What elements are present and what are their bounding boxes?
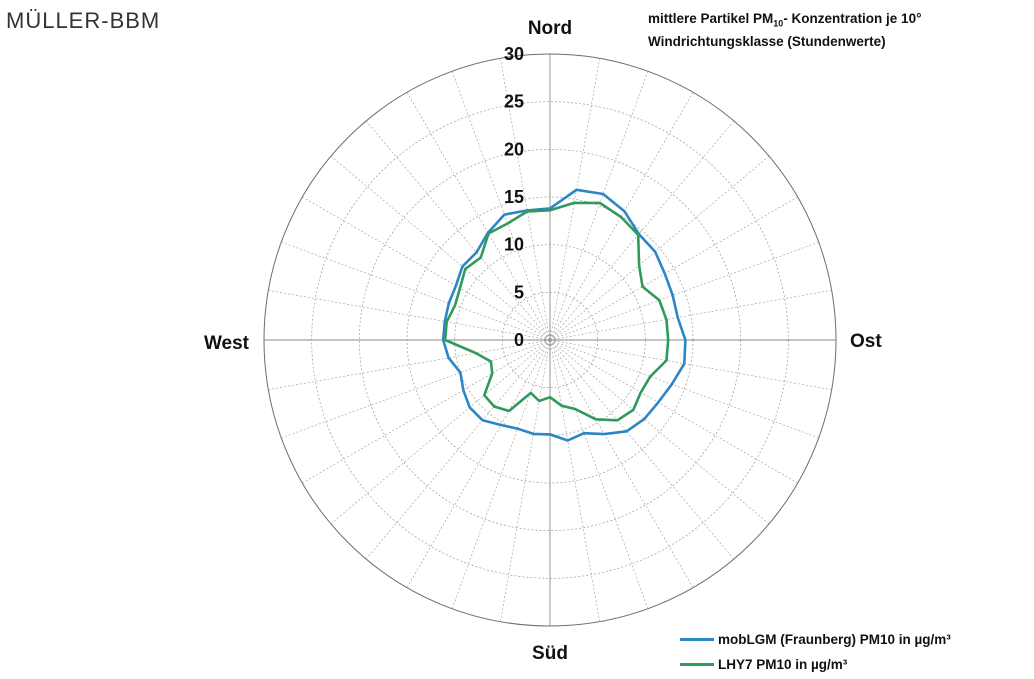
r-tick-label: 5 [514, 282, 524, 302]
company-logo: MÜLLER-BBM [6, 8, 161, 33]
legend-label-series-2: LHY7 PM10 in µg/m³ [718, 657, 848, 672]
r-tick-label: 15 [504, 187, 524, 207]
grid-spoke [549, 339, 600, 622]
radar-grid [263, 53, 837, 627]
grid-spoke [281, 339, 551, 439]
chart-title-line1: mittlere Partikel PM10- Konzentration je… [648, 11, 922, 29]
legend-line-series-1 [680, 638, 714, 641]
direction-label-east: Ost [850, 331, 882, 352]
grid-spoke [549, 155, 770, 341]
chart-legend: mobLGM (Fraunberg) PM10 in µg/m³ LHY7 PM… [680, 627, 951, 677]
legend-label-series-1: mobLGM (Fraunberg) PM10 in µg/m³ [718, 632, 951, 647]
grid-spoke [406, 339, 551, 588]
grid-spoke [549, 339, 798, 484]
grid-spoke [281, 241, 551, 341]
r-tick-label: 0 [514, 330, 524, 350]
r-tick-label: 20 [504, 139, 524, 159]
chart-title-line2: Windrichtungsklasse (Stundenwerte) [648, 33, 886, 49]
legend-line-series-2 [680, 663, 714, 666]
direction-label-south: Süd [532, 643, 568, 664]
series-line-1 [441, 188, 687, 442]
legend-item-series-2: LHY7 PM10 in µg/m³ [680, 652, 951, 677]
legend-item-series-1: mobLGM (Fraunberg) PM10 in µg/m³ [680, 627, 951, 652]
grid-spoke [451, 71, 551, 341]
grid-spoke [268, 290, 551, 341]
grid-spoke [302, 339, 551, 484]
r-tick-label: 10 [504, 235, 524, 255]
direction-label-north: Nord [528, 18, 572, 39]
chart-title: mittlere Partikel PM10- Konzentration je… [648, 10, 921, 50]
grid-spoke [302, 196, 551, 341]
grid-spoke [549, 339, 649, 609]
grid-spoke [451, 339, 551, 609]
grid-spoke [549, 196, 798, 341]
r-tick-label: 30 [504, 44, 524, 64]
series-line-2 [443, 201, 670, 422]
r-tick-label: 25 [504, 92, 524, 112]
grid-spoke [549, 58, 600, 341]
direction-label-west: West [204, 333, 250, 354]
radar-series [441, 188, 687, 442]
grid-spoke [406, 92, 551, 341]
